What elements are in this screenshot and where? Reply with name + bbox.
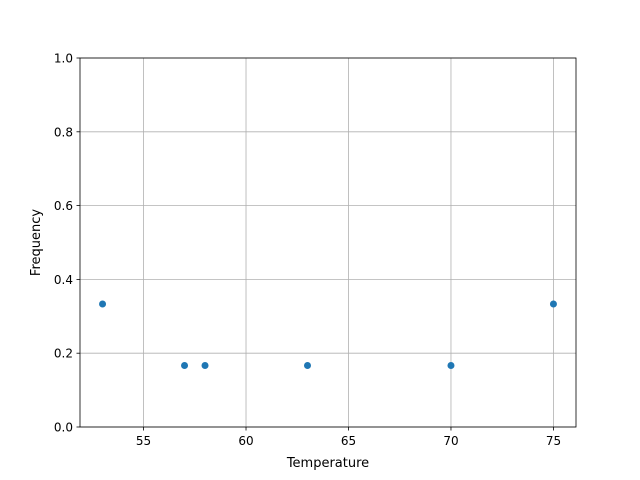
y-tick-label: 0.6: [54, 199, 73, 213]
y-tick-label: 0.0: [54, 421, 73, 435]
y-tick-label: 0.8: [54, 125, 73, 139]
y-tick-label: 0.2: [54, 347, 73, 361]
ticks: 55 60 65 70 75 0.0 0.2 0.4 0.6 0.8 1.0: [54, 52, 561, 449]
data-point: [549, 300, 557, 308]
data-point: [181, 361, 189, 369]
data-point: [99, 300, 107, 308]
x-tick-label: 55: [136, 434, 151, 448]
data-points: [99, 300, 557, 369]
y-axis-label: Frequency: [29, 209, 44, 276]
y-tick-label: 1.0: [54, 52, 73, 66]
grid: [80, 57, 576, 428]
x-tick-label: 70: [443, 434, 458, 448]
x-tick-label: 60: [238, 434, 253, 448]
x-tick-label: 65: [341, 434, 356, 448]
plot-frame: [79, 57, 577, 428]
data-point: [304, 361, 312, 369]
data-point: [447, 361, 455, 369]
x-tick-label: 75: [546, 434, 561, 448]
data-point: [201, 361, 209, 369]
x-axis-label: Temperature: [286, 456, 369, 471]
y-tick-label: 0.4: [54, 273, 73, 287]
